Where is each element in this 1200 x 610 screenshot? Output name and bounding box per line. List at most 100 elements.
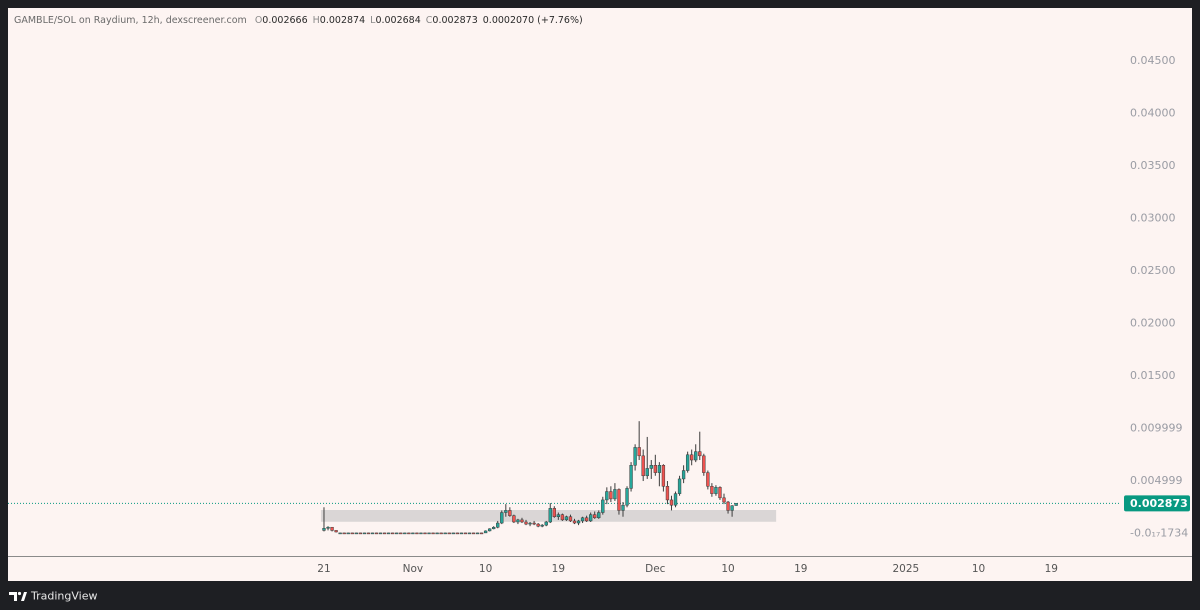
- candle-body: [391, 532, 395, 535]
- candle-body: [358, 532, 363, 535]
- candle-body: [714, 487, 718, 494]
- candle-body: [690, 454, 694, 461]
- candle-body: [706, 472, 710, 487]
- candle-body: [366, 532, 371, 535]
- ohlc-key: C: [426, 15, 433, 26]
- candle-body: [467, 532, 472, 535]
- candle-body: [334, 530, 338, 533]
- candle-body: [544, 521, 548, 526]
- candle-body: [633, 447, 637, 466]
- candle-body: [722, 497, 726, 503]
- y-tick-label: 0.04500: [1130, 54, 1176, 67]
- candle-body: [346, 532, 350, 535]
- candle-body: [382, 532, 387, 535]
- candle-body: [487, 528, 492, 532]
- candle-body: [540, 524, 544, 527]
- candle-body: [552, 508, 556, 517]
- y-tick-label: 0.02000: [1130, 317, 1176, 330]
- candle-body: [415, 532, 419, 535]
- brand: TradingView: [30, 590, 97, 603]
- candle-body: [677, 478, 682, 494]
- candle-body: [597, 512, 601, 519]
- candle-body: [568, 516, 573, 522]
- candle-body: [407, 532, 411, 535]
- x-tick-label: 19: [552, 563, 565, 575]
- candle-body: [580, 517, 585, 522]
- candle-body: [694, 451, 698, 461]
- y-tick-label: -0.0₁₇1734: [1130, 527, 1188, 540]
- candle-body: [572, 520, 577, 524]
- candle-body: [342, 532, 346, 535]
- y-tick-label: 0.03000: [1130, 212, 1176, 225]
- x-tick-label: 10: [721, 563, 734, 575]
- y-tick-label: 0.04000: [1130, 107, 1176, 120]
- candle-body: [508, 510, 512, 516]
- candle-body: [649, 465, 653, 469]
- candle-body: [338, 532, 342, 535]
- candle-body: [726, 501, 730, 511]
- candle-body: [459, 532, 464, 535]
- candle-body: [512, 515, 516, 523]
- candle-body: [350, 532, 354, 535]
- candle-body: [483, 530, 488, 534]
- ohlc-value: 0.002666: [262, 15, 307, 26]
- candle-body: [734, 503, 738, 506]
- last-price-label: 0.002873: [1130, 497, 1188, 510]
- candle-body: [378, 532, 383, 535]
- x-tick-label: Nov: [403, 563, 424, 575]
- candle-body: [403, 532, 407, 535]
- x-tick-label: 21: [317, 563, 330, 575]
- candle-body: [609, 491, 613, 500]
- candle-body: [584, 517, 589, 522]
- candle-body: [492, 526, 496, 530]
- candle-body: [427, 532, 431, 535]
- y-tick-label: 0.009999: [1130, 422, 1183, 435]
- candle-body: [451, 532, 455, 535]
- candle-body: [399, 532, 403, 535]
- candle-body: [645, 468, 649, 477]
- candle-body: [702, 455, 706, 473]
- candle-body: [536, 523, 540, 527]
- candle-body: [669, 499, 674, 506]
- symbol-header: GAMBLE/SOL on Raydium, 12h, dexscreener.…: [14, 15, 583, 26]
- candle-body: [605, 491, 609, 501]
- candle-body: [564, 516, 569, 521]
- x-tick-label: 2025: [892, 563, 919, 575]
- candle-body: [532, 522, 536, 525]
- candle-body: [423, 532, 427, 535]
- candle-body: [621, 504, 625, 511]
- change-value: 0.0002070 (+7.76%): [483, 15, 583, 26]
- candle-body: [576, 520, 581, 524]
- candle-body: [681, 470, 686, 480]
- candle-body: [528, 522, 532, 525]
- ohlc-key: O: [255, 15, 262, 26]
- candle-body: [395, 532, 399, 535]
- candle-body: [548, 508, 552, 523]
- candle-body: [629, 465, 633, 489]
- candle-body: [593, 514, 597, 519]
- candle-body: [516, 519, 520, 523]
- candle-body: [386, 532, 391, 535]
- chart-panel: [8, 8, 1192, 581]
- candle-body: [443, 532, 447, 535]
- symbol-name: GAMBLE/SOL on Raydium, 12h, dexscreener.…: [14, 15, 247, 26]
- candle-body: [560, 514, 565, 521]
- candle-body: [601, 499, 605, 513]
- candle-body: [435, 532, 439, 535]
- candle-body: [520, 519, 524, 523]
- candle-body: [661, 465, 666, 487]
- y-tick-label: 0.03500: [1130, 159, 1176, 172]
- x-tick-label: 10: [479, 563, 492, 575]
- candle-body: [500, 512, 504, 524]
- candle-body: [673, 493, 678, 506]
- candle-body: [657, 465, 662, 473]
- candle-body: [471, 532, 476, 535]
- candle-body: [504, 510, 508, 513]
- support-zone: [320, 510, 777, 522]
- candle-body: [479, 532, 484, 535]
- candle-body: [411, 532, 415, 535]
- ohlc-key: H: [313, 15, 320, 26]
- candle-body: [463, 532, 468, 535]
- candle-body: [556, 514, 561, 517]
